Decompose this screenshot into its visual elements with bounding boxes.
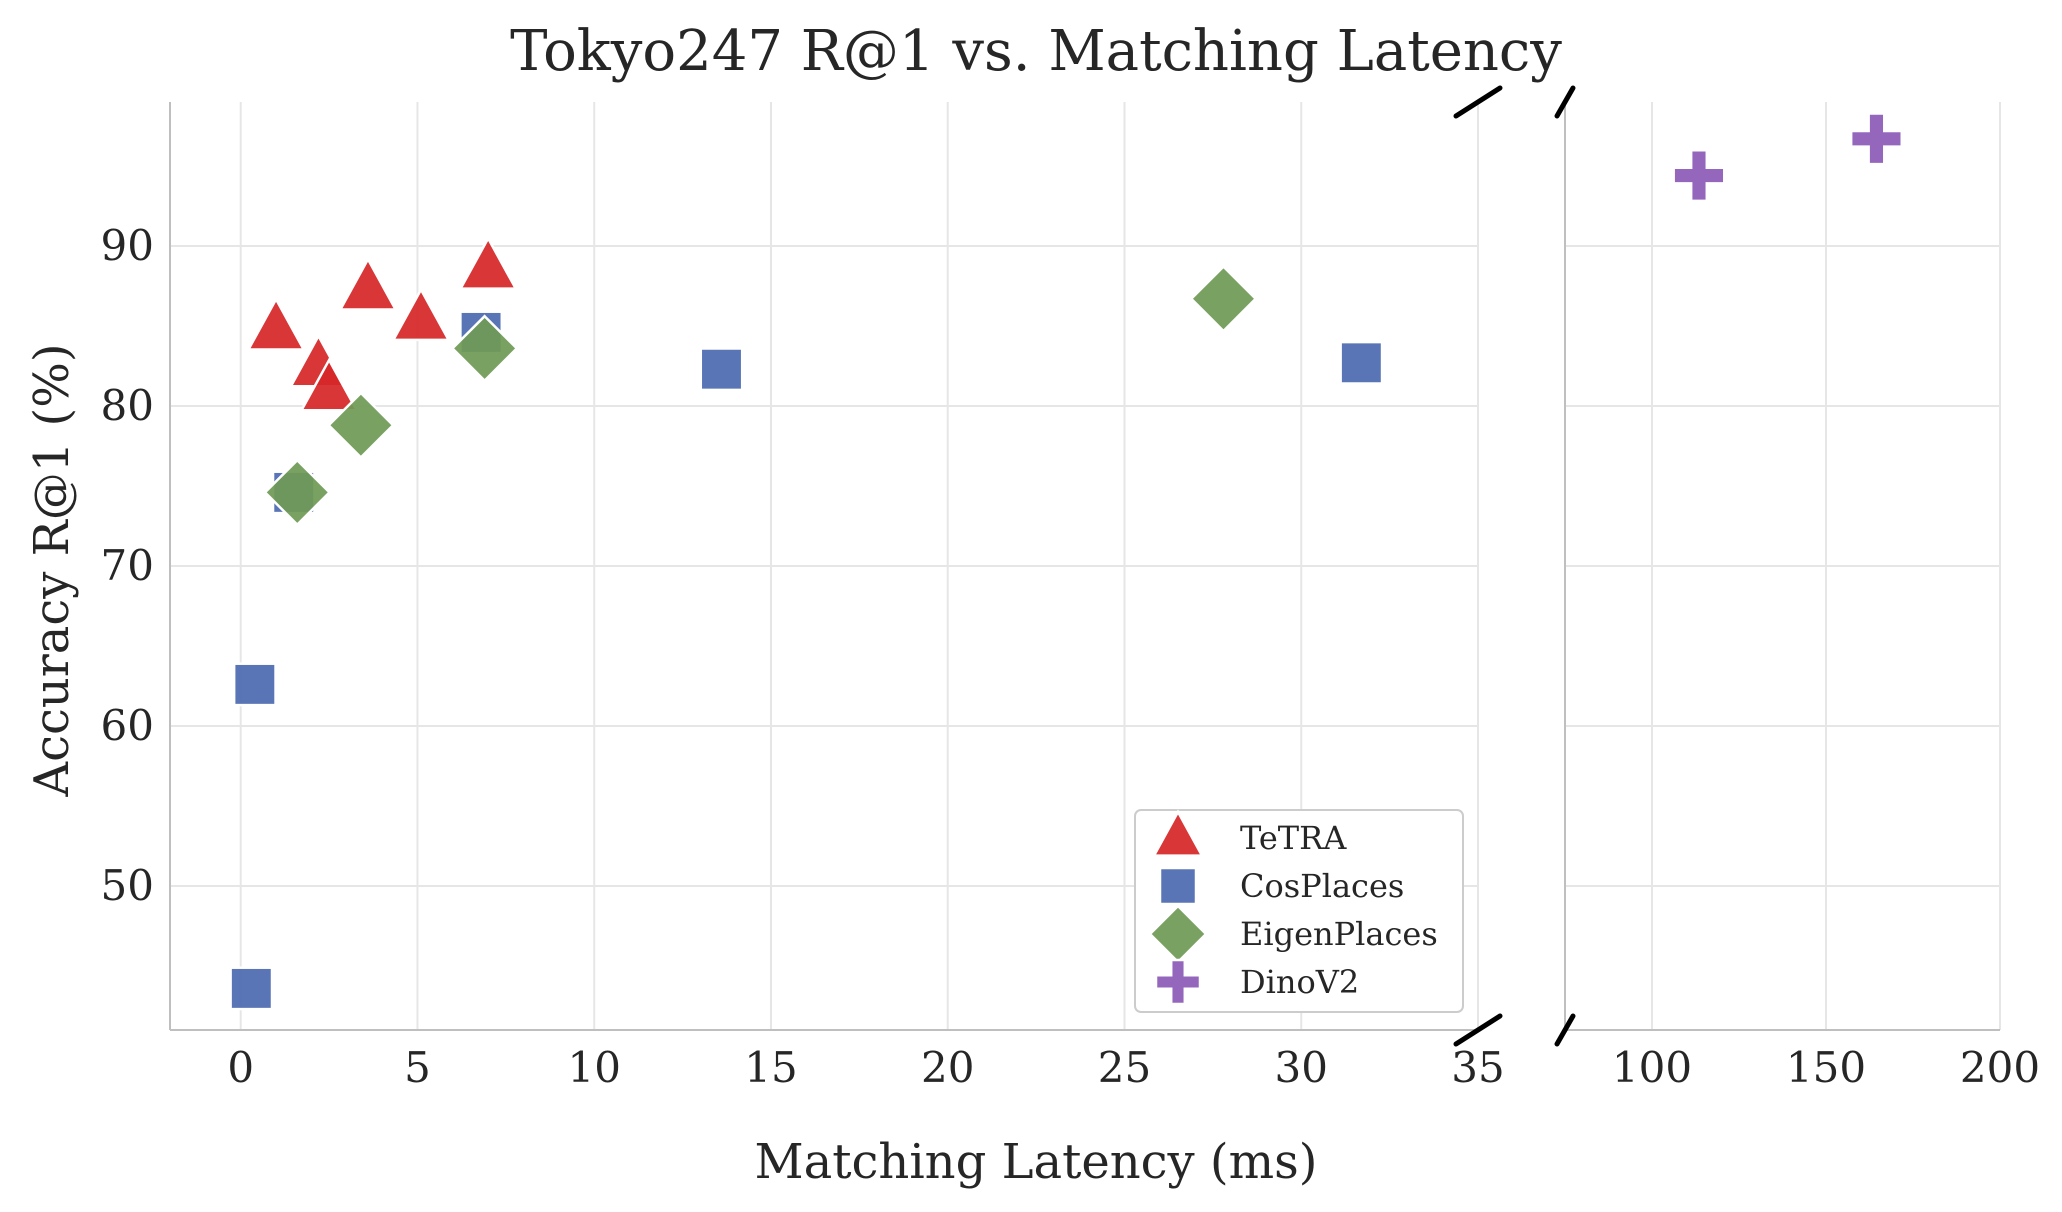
x-tick-label-left: 25 [1098, 1043, 1151, 1092]
y-tick-label: 90 [101, 221, 154, 270]
point-dinov2 [1672, 149, 1726, 203]
legend-marker-cosplaces [1158, 866, 1198, 906]
point-dinov2 [1849, 112, 1904, 166]
x-tick-label-left: 15 [744, 1043, 797, 1092]
point-tetra [391, 287, 451, 342]
point-cosplaces [1339, 340, 1384, 385]
legend-marker-tetra [1151, 809, 1205, 857]
y-tick-label: 70 [101, 541, 154, 590]
axis-break-mark [1453, 1013, 1503, 1047]
point-eigenplaces [1189, 264, 1258, 333]
x-tick-label-right: 200 [1960, 1043, 2040, 1092]
point-eigenplaces [326, 391, 395, 460]
point-tetra [458, 235, 518, 290]
legend: TeTRA CosPlaces EigenPlaces DinoV2 [1134, 809, 1464, 1013]
axis-break-mark [1453, 85, 1503, 119]
point-tetra [246, 296, 306, 351]
x-tick-label-right: 100 [1612, 1043, 1692, 1092]
point-tetra [338, 256, 398, 311]
x-tick-label-left: 0 [227, 1043, 254, 1092]
x-tick-label-right: 150 [1786, 1043, 1866, 1092]
ticks-layer: 50 60 70 80 90 0 5 10 15 20 25 30 35 100 150 200 [101, 221, 2041, 1092]
y-tick-label: 80 [101, 381, 154, 430]
point-eigenplaces [263, 458, 332, 527]
point-tetra [299, 357, 359, 412]
x-tick-label-left: 30 [1275, 1043, 1328, 1092]
x-tick-label-left: 35 [1451, 1043, 1504, 1092]
x-tick-label-left: 20 [921, 1043, 974, 1092]
axis-break-mark [1554, 1013, 1576, 1047]
y-axis-label: Accuracy R@1 (%) [24, 343, 80, 797]
legend-label-cosplaces: CosPlaces [1240, 867, 1404, 905]
point-cosplaces [232, 662, 277, 707]
legend-label-tetra: TeTRA [1240, 819, 1347, 857]
legend-marker-dinov2 [1154, 958, 1202, 1006]
chart-title: Tokyo247 R@1 vs. Matching Latency [510, 19, 1562, 84]
y-tick-label: 60 [101, 701, 154, 750]
point-cosplaces [699, 347, 744, 392]
x-tick-label-left: 5 [404, 1043, 431, 1092]
x-axis-label: Matching Latency (ms) [754, 1134, 1317, 1190]
legend-label-eigenplaces: EigenPlaces [1240, 915, 1438, 953]
legend-label-dinov2: DinoV2 [1240, 963, 1359, 1001]
point-cosplaces [229, 966, 274, 1011]
points-layer [229, 112, 1904, 1011]
grid-layer [170, 102, 2001, 1030]
point-eigenplaces [450, 314, 519, 383]
x-tick-label-left: 10 [567, 1043, 620, 1092]
y-tick-label: 50 [101, 861, 154, 910]
axes-layer [169, 85, 2000, 1047]
axis-break-mark [1554, 85, 1576, 119]
legend-box [1134, 809, 1464, 1013]
